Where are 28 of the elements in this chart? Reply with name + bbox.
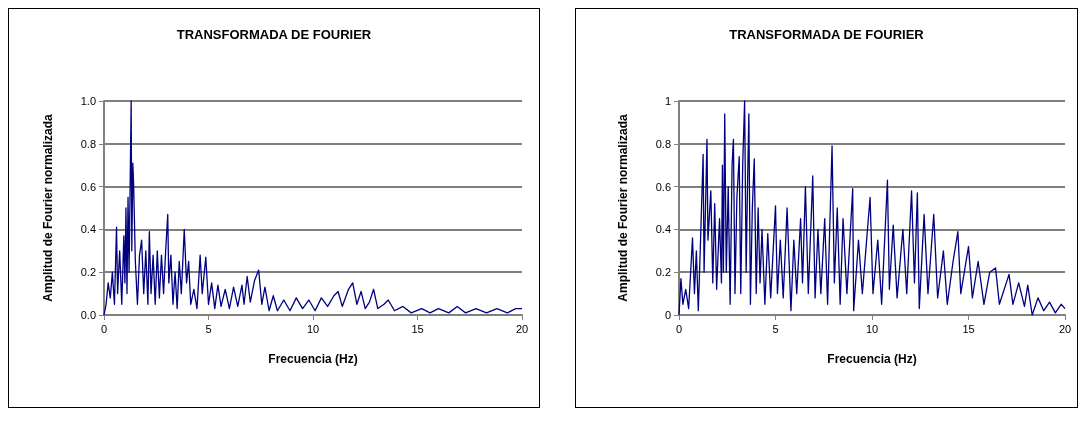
y-tick-label: 0 [664, 309, 671, 321]
y-tick-label: 0.4 [655, 223, 671, 236]
chart-title: TRANSFORMADA DE FOURIER [729, 27, 925, 42]
chart-title: TRANSFORMADA DE FOURIER [176, 27, 372, 42]
y-tick-label: 0.8 [80, 137, 96, 150]
x-tick-label: 10 [865, 322, 879, 335]
x-tick-label: 15 [962, 322, 975, 335]
y-tick-label: 0.6 [80, 180, 96, 193]
x-tick-label: 0 [675, 322, 683, 335]
x-axis-title: Frecuencia (Hz) [268, 352, 358, 366]
y-tick-label: 1.0 [80, 95, 96, 107]
y-tick-label: 0.6 [655, 180, 671, 193]
y-axis-title: Amplitud de Fourier normalizada [615, 114, 630, 302]
y-axis-title: Amplitud de Fourier normalizada [40, 114, 55, 302]
y-tick-label: 0.0 [80, 309, 96, 321]
x-tick-label: 15 [411, 322, 424, 335]
x-tick-label: 20 [1058, 322, 1072, 335]
x-tick-label: 0 [100, 322, 108, 335]
y-tick-label: 0.2 [80, 266, 96, 279]
y-tick-label: 1 [664, 95, 671, 107]
x-tick-label: 20 [515, 322, 529, 335]
x-axis-title: Frecuencia (Hz) [827, 352, 917, 366]
y-tick-label: 0.4 [80, 223, 96, 236]
y-tick-label: 0.8 [655, 137, 671, 150]
y-tick-label: 0.2 [655, 266, 671, 279]
x-tick-label: 5 [205, 322, 212, 335]
x-tick-label: 5 [772, 322, 779, 335]
x-tick-label: 10 [306, 322, 320, 335]
